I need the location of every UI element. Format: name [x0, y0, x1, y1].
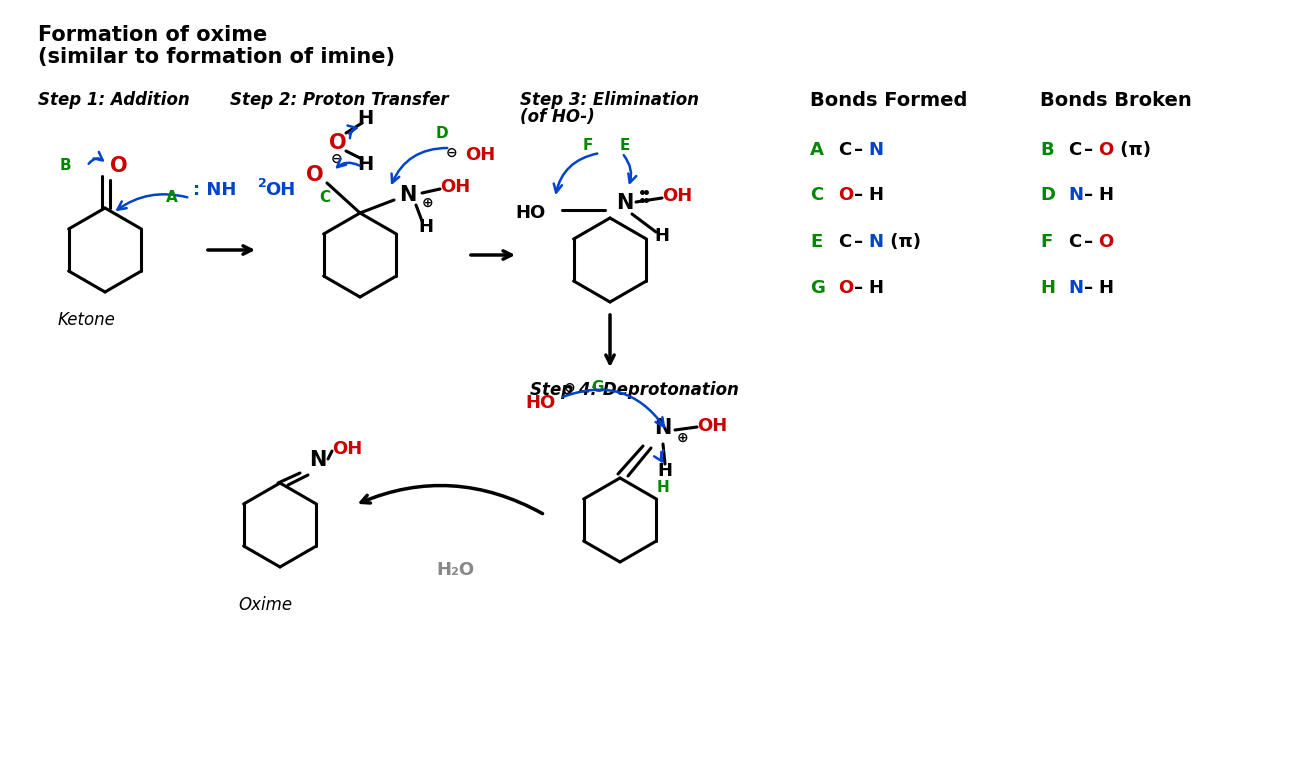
Text: C: C [1068, 141, 1081, 159]
Text: O: O [110, 156, 128, 176]
Text: C: C [1068, 233, 1081, 251]
Text: (similar to formation of imine): (similar to formation of imine) [38, 47, 395, 67]
Text: –: – [854, 186, 863, 204]
Text: H: H [1098, 186, 1113, 204]
Text: ⊕: ⊕ [422, 196, 434, 210]
Text: H: H [868, 279, 883, 297]
Text: E: E [810, 233, 822, 251]
Text: B: B [1039, 141, 1054, 159]
Text: 2: 2 [258, 177, 267, 190]
Text: E: E [619, 138, 630, 154]
Text: F: F [1039, 233, 1052, 251]
Text: H: H [654, 227, 670, 245]
Text: HO: HO [525, 394, 555, 412]
Text: G: G [592, 381, 604, 395]
Text: O: O [1098, 141, 1113, 159]
Text: OH: OH [465, 146, 495, 164]
Text: N: N [1068, 186, 1083, 204]
Text: Bonds Broken: Bonds Broken [1039, 90, 1192, 109]
Text: OH: OH [697, 417, 727, 435]
Text: B: B [60, 159, 71, 173]
Text: ⊖: ⊖ [332, 152, 343, 166]
Text: N: N [654, 418, 671, 438]
Text: N: N [1068, 279, 1083, 297]
Text: Step 2: Proton Transfer: Step 2: Proton Transfer [229, 91, 448, 109]
Text: Step 4: Deprotonation: Step 4: Deprotonation [530, 381, 739, 399]
Text: OH: OH [332, 440, 363, 458]
Text: H: H [419, 218, 433, 236]
Text: –: – [1083, 186, 1093, 204]
Text: O: O [1098, 233, 1113, 251]
Text: –: – [1083, 233, 1093, 251]
Text: –: – [854, 141, 863, 159]
Text: O: O [306, 165, 324, 185]
Text: O: O [329, 133, 347, 153]
Text: H₂O: H₂O [435, 561, 474, 579]
Text: N: N [617, 193, 634, 213]
Text: O: O [839, 186, 853, 204]
Text: N: N [399, 185, 417, 205]
Text: H: H [657, 462, 673, 480]
Text: ⊖: ⊖ [446, 146, 457, 160]
Text: H: H [1098, 279, 1113, 297]
Text: HO: HO [515, 204, 546, 222]
Text: ⊕: ⊕ [678, 431, 688, 445]
Text: –: – [1083, 279, 1093, 297]
Text: H: H [1039, 279, 1055, 297]
Text: OH: OH [662, 187, 692, 205]
Text: C: C [319, 189, 330, 204]
Text: F: F [583, 138, 594, 154]
Text: N: N [310, 450, 327, 470]
Text: C: C [839, 141, 851, 159]
Text: (of HO-): (of HO-) [520, 108, 595, 126]
Text: OH: OH [264, 181, 295, 199]
Text: H: H [356, 156, 373, 175]
Text: ⊖: ⊖ [564, 381, 575, 395]
Text: C: C [839, 233, 851, 251]
Text: C: C [810, 186, 823, 204]
Text: D: D [435, 125, 448, 141]
Text: : NH: : NH [193, 181, 236, 199]
Text: O: O [839, 279, 853, 297]
Text: (π): (π) [884, 233, 921, 251]
Text: D: D [1039, 186, 1055, 204]
Text: N: N [868, 141, 883, 159]
Text: A: A [166, 191, 178, 205]
Text: Ketone: Ketone [58, 311, 115, 329]
Text: (π): (π) [1115, 141, 1151, 159]
Text: OH: OH [441, 178, 470, 196]
Text: –: – [1083, 141, 1093, 159]
Text: Oxime: Oxime [238, 596, 292, 614]
Text: –: – [854, 233, 863, 251]
Text: –: – [854, 279, 863, 297]
Text: H: H [657, 480, 669, 496]
Text: Step 1: Addition: Step 1: Addition [38, 91, 189, 109]
Text: A: A [810, 141, 824, 159]
Text: Bonds Formed: Bonds Formed [810, 90, 967, 109]
Text: Step 3: Elimination: Step 3: Elimination [520, 91, 699, 109]
Text: H: H [356, 109, 373, 128]
Text: N: N [868, 233, 883, 251]
Text: H: H [868, 186, 883, 204]
Text: Formation of oxime: Formation of oxime [38, 25, 267, 45]
Text: G: G [810, 279, 824, 297]
